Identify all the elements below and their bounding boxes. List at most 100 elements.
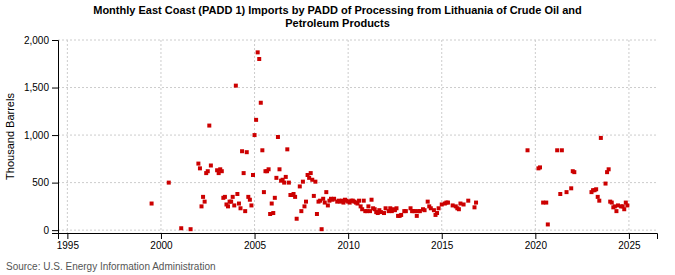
point <box>572 170 576 174</box>
point <box>200 204 204 208</box>
point <box>240 149 244 153</box>
tick-label: 2015 <box>431 240 454 251</box>
point <box>560 148 564 152</box>
point <box>622 207 626 211</box>
point <box>309 171 313 175</box>
point <box>276 135 280 139</box>
tick-mark <box>52 135 58 136</box>
point <box>259 101 263 105</box>
point <box>196 162 200 166</box>
tick-label: 2000 <box>150 240 173 251</box>
point <box>229 200 233 204</box>
tick-mark <box>67 233 68 239</box>
point <box>207 124 211 128</box>
grid-line <box>58 135 657 136</box>
tick: 1,500 <box>24 82 58 93</box>
grid-line <box>58 40 657 41</box>
point <box>150 202 154 206</box>
point <box>293 195 297 199</box>
tick-label: 1,000 <box>24 130 49 141</box>
tick: 2015 <box>431 233 454 251</box>
tick-mark <box>442 233 443 239</box>
point <box>462 202 466 206</box>
plot-area: 1995 2000 2005 2010 2015 2020 2025 0 500 1,000 1,5… <box>24 35 658 251</box>
point <box>257 57 261 61</box>
point <box>394 206 398 210</box>
tick-label: 2025 <box>618 240 641 251</box>
tick: 2005 <box>244 233 267 251</box>
point <box>565 190 569 194</box>
point <box>245 150 249 154</box>
tick-label: 1,500 <box>24 82 49 93</box>
point <box>198 166 202 170</box>
point <box>299 209 303 213</box>
point <box>273 196 277 200</box>
grid-line <box>58 182 657 183</box>
point <box>357 199 361 203</box>
source: Source: U.S. Energy Information Administ… <box>6 261 216 272</box>
point <box>437 206 441 210</box>
tick-label: 0 <box>43 225 49 236</box>
tick: 1995 <box>57 233 80 251</box>
tick-mark <box>348 233 349 239</box>
tick-label: 500 <box>32 177 49 188</box>
tick: 1,000 <box>24 130 58 141</box>
point <box>267 167 271 171</box>
grid <box>58 40 657 233</box>
grid-line <box>58 230 657 231</box>
point <box>262 190 266 194</box>
point <box>625 203 629 207</box>
point <box>295 217 299 221</box>
point <box>256 50 260 54</box>
point <box>415 214 419 218</box>
point <box>253 133 257 137</box>
point <box>249 203 253 207</box>
point <box>223 195 227 199</box>
point <box>324 190 328 194</box>
axis-line <box>52 41 59 234</box>
axis-line <box>59 234 658 240</box>
point <box>366 204 370 208</box>
point <box>179 226 183 230</box>
point <box>232 203 236 207</box>
point <box>457 207 461 211</box>
point <box>298 184 302 188</box>
tick-label: 2,000 <box>24 35 49 46</box>
point <box>604 182 608 186</box>
tick-mark <box>535 233 536 239</box>
point <box>610 201 614 205</box>
y-axis-title: Thousand Barrels <box>4 93 16 180</box>
tick-label: 2010 <box>338 240 361 251</box>
point <box>607 167 611 171</box>
point <box>546 222 550 226</box>
point <box>254 118 258 122</box>
point <box>242 171 246 175</box>
tick-mark <box>52 183 58 184</box>
point <box>569 186 573 190</box>
point <box>271 211 275 215</box>
point <box>301 180 305 184</box>
point <box>167 181 171 185</box>
tick: 2,000 <box>24 35 58 46</box>
point <box>274 176 278 180</box>
grid-line <box>67 40 68 233</box>
point <box>426 200 430 204</box>
point <box>446 201 450 205</box>
title: Monthly East Coast (PADD 1) Imports by P… <box>93 4 582 29</box>
point <box>203 200 207 204</box>
point <box>260 148 264 152</box>
point <box>435 211 439 215</box>
point <box>321 197 325 201</box>
point <box>285 147 289 151</box>
tick-label: 2020 <box>525 240 548 251</box>
point <box>277 167 281 171</box>
point <box>270 202 274 206</box>
chart: 1995 2000 2005 2010 2015 2020 2025 0 500 1,000 1,5… <box>0 0 675 275</box>
point <box>206 169 210 173</box>
point <box>399 213 403 217</box>
point <box>312 194 316 198</box>
tick: 2020 <box>525 233 548 251</box>
tick-mark <box>255 233 256 239</box>
point <box>209 163 213 167</box>
point <box>226 204 230 208</box>
